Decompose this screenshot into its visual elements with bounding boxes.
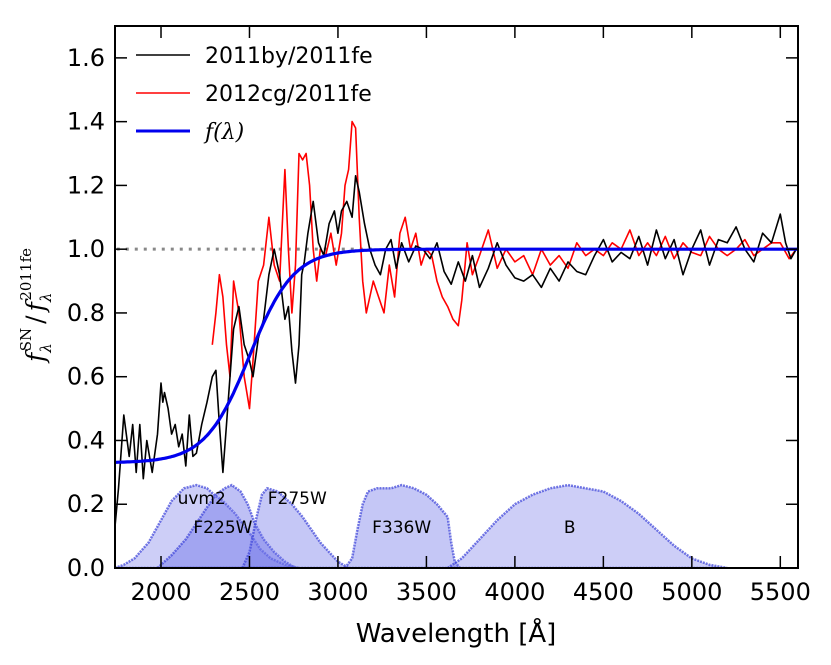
- y-tick-label: 1.4: [67, 108, 105, 136]
- filter-labels: uvm2 F225W F275W F336W B: [178, 489, 576, 538]
- filter-label-uvm2: uvm2: [178, 489, 226, 509]
- legend-label-2012cg: 2012cg/2011fe: [205, 82, 372, 107]
- ylabel-f2: f: [21, 298, 50, 313]
- filter-label-f336w: F336W: [372, 518, 431, 538]
- ylabel-sup1: SN: [17, 328, 35, 351]
- filter-band-uvm2: [115, 483, 300, 568]
- y-tick-label: 0.4: [67, 426, 105, 454]
- filter-bands: [115, 483, 728, 568]
- y-tick-label: 0.8: [67, 299, 105, 327]
- ylabel-sub1: λ: [37, 343, 55, 354]
- filter-band-b: [446, 483, 728, 568]
- ticks: 2000 2500 3000 3500 4000 4500 5000 5500 0.0 0.2 0.…: [67, 26, 811, 606]
- legend: 2011by/2011fe 2012cg/2011fe f(λ): [136, 44, 373, 145]
- plot-frame: [114, 25, 799, 569]
- filter-label-f225w: F225W: [193, 518, 252, 538]
- x-axis-label: Wavelength [Å]: [356, 617, 557, 649]
- filter-band-f225w: [156, 483, 298, 568]
- legend-label-2011by: 2011by/2011fe: [205, 44, 373, 69]
- series-line-2011by-2011fe: [115, 175, 797, 527]
- legend-label-f-lambda: f(λ): [203, 120, 244, 145]
- ylabel-sup2: 2011fe: [17, 248, 35, 301]
- filter-label-f275w: F275W: [268, 489, 327, 509]
- x-tick-label: 4500: [573, 578, 634, 606]
- x-tick-label: 2000: [130, 578, 191, 606]
- x-tick-label: 2500: [219, 578, 280, 606]
- y-tick-label: 1.6: [67, 44, 105, 72]
- y-tick-label: 1.0: [67, 235, 105, 263]
- y-tick-label: 0.6: [67, 363, 105, 391]
- svg-text:fλSN/fλ2011fe: fλSN/fλ2011fe: [17, 248, 55, 364]
- series-layer: [115, 120, 798, 527]
- series-line-2012cg-2011fe: [211, 120, 797, 410]
- y-tick-label: 1.2: [67, 171, 105, 199]
- ylabel-f1: f: [21, 349, 50, 364]
- y-tick-label: 0.0: [67, 554, 105, 582]
- y-tick-label: 0.2: [67, 490, 105, 518]
- x-tick-label: 3500: [396, 578, 457, 606]
- y-axis-label: fλSN/fλ2011fe: [17, 248, 55, 364]
- x-tick-label: 4000: [484, 578, 545, 606]
- ylabel-sub2: λ: [37, 293, 55, 304]
- x-tick-label: 5000: [661, 578, 722, 606]
- filter-band-f275w: [241, 486, 352, 568]
- x-tick-label: 5500: [750, 578, 811, 606]
- ylabel-slash: /: [21, 315, 50, 324]
- x-tick-label: 3000: [307, 578, 368, 606]
- filter-label-b: B: [564, 518, 576, 538]
- series-line-f-: [115, 247, 798, 464]
